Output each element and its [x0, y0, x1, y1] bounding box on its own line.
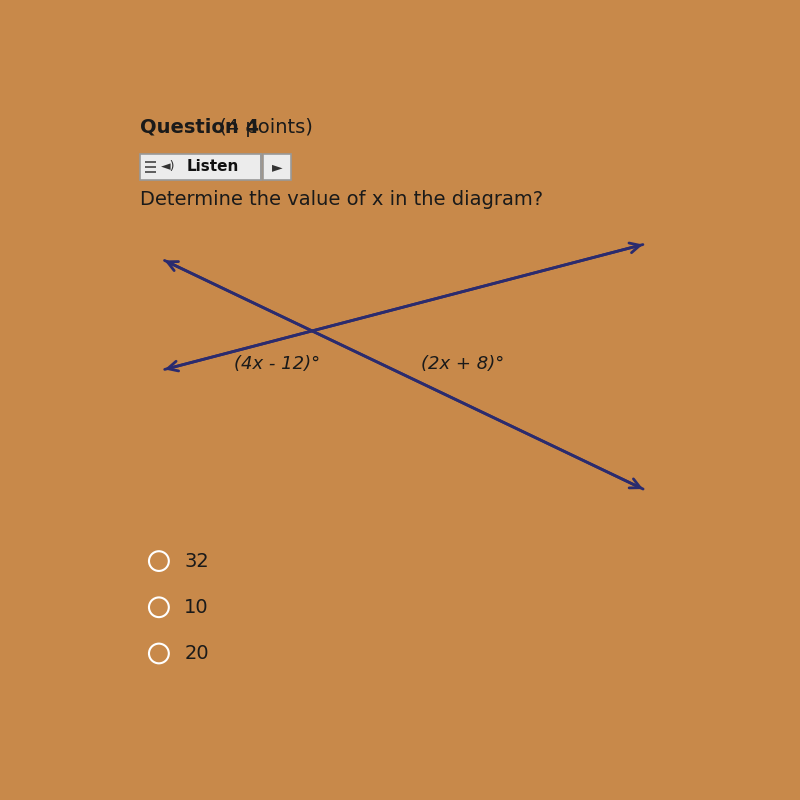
- Text: (4x - 12)°: (4x - 12)°: [234, 355, 320, 373]
- Text: ►: ►: [272, 160, 282, 174]
- Text: (4 points): (4 points): [214, 118, 314, 137]
- Text: Listen: Listen: [187, 159, 239, 174]
- FancyBboxPatch shape: [263, 154, 291, 180]
- Text: 20: 20: [184, 644, 209, 663]
- Text: Determine the value of x in the diagram?: Determine the value of x in the diagram?: [140, 190, 543, 209]
- Text: Question 4: Question 4: [140, 118, 259, 137]
- Text: 32: 32: [184, 551, 209, 570]
- Text: (2x + 8)°: (2x + 8)°: [421, 355, 504, 373]
- Text: 10: 10: [184, 598, 209, 617]
- Text: ◄): ◄): [161, 160, 175, 174]
- FancyBboxPatch shape: [140, 154, 262, 180]
